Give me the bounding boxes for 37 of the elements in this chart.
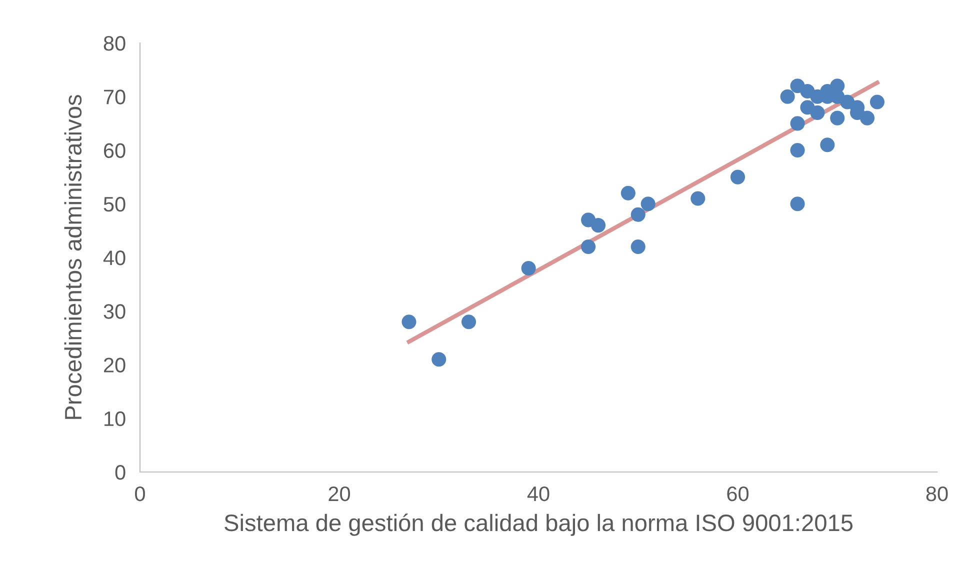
y-tick-label: 10 [104,411,126,426]
point [402,314,416,330]
point [860,110,875,126]
y-tick-label: 70 [104,90,126,104]
x-tick-label: 20 [328,486,350,502]
x-tick-label: 80 [926,486,948,502]
point [630,239,646,254]
point [790,196,805,212]
point [810,105,825,120]
point [870,94,885,110]
y-axis-title: Procedimientos administrativos [64,94,82,419]
y-tick-label: 0 [115,465,126,480]
x-tick-label: 60 [727,486,749,502]
point [461,314,476,330]
point [590,218,606,233]
point [830,110,845,126]
y-tick-label: 50 [104,196,126,212]
point [730,170,746,184]
y-tick-label: 60 [104,143,126,158]
y-tick-label: 30 [104,304,126,319]
point [790,116,805,131]
x-tick-label: 0 [135,486,145,502]
point [521,260,536,276]
point [640,196,656,212]
point [820,138,835,152]
x-axis-title: Sistema de gestión de calidad bajo la norma ISO 9001:2015 [224,514,853,536]
point [630,207,646,222]
y-tick-label: 80 [104,36,126,51]
point [432,352,446,367]
x-tick-label: 40 [527,486,550,502]
point [690,191,706,206]
y-tick-label: 20 [104,358,126,373]
point [620,186,636,200]
point [581,239,596,254]
point [780,89,795,104]
y-tick-label: 40 [103,250,126,266]
point [790,142,805,158]
